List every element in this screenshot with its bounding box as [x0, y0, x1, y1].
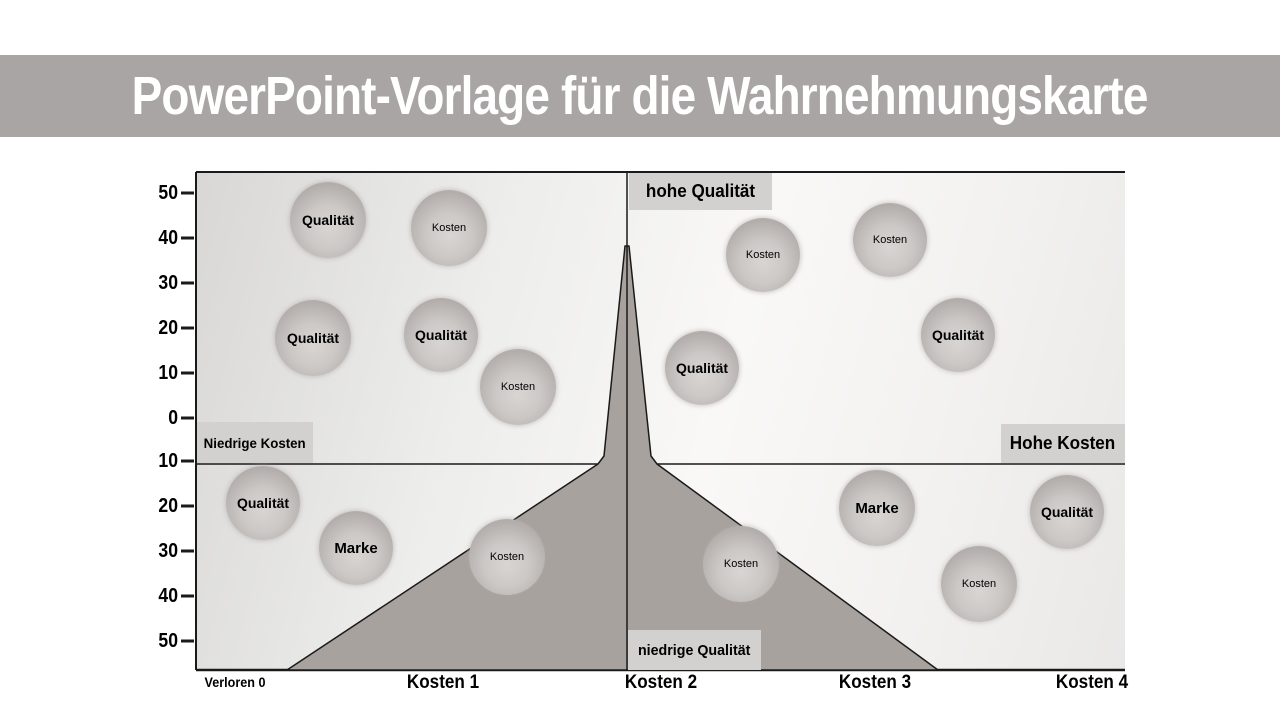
bubble-kosten: Kosten [853, 203, 927, 277]
bubble-qualitaet: Qualität [275, 300, 351, 376]
bubble-kosten: Kosten [703, 526, 779, 602]
quadrant-label-box: niedrige Qualität [628, 630, 761, 670]
y-axis-label: 50 [158, 630, 178, 652]
bubble-label: Qualität [236, 495, 290, 511]
bubble-qualitaet: Qualität [226, 466, 300, 540]
y-axis-label: 40 [158, 585, 178, 607]
bubble-qualitaet: Qualität [1030, 475, 1104, 549]
title-banner: PowerPoint-Vorlage für die Wahrnehmungsk… [0, 55, 1280, 137]
quadrant-label-text: hohe Qualität [645, 181, 756, 201]
quadrant-label-text: Niedrige Kosten [203, 434, 306, 451]
bubble-label: Kosten [431, 222, 467, 234]
y-axis-label: 20 [158, 317, 178, 339]
bubble-label: Kosten [872, 234, 908, 246]
y-axis-label: 10 [158, 450, 178, 472]
y-axis-label: 30 [158, 540, 178, 562]
quadrant-label-box: hohe Qualität [629, 173, 772, 210]
bubble-kosten: Kosten [726, 218, 800, 292]
bubble-label: Qualität [286, 330, 340, 346]
y-axis-label: 30 [158, 272, 178, 294]
quadrant-label-text: Hohe Kosten [1010, 433, 1116, 453]
bubble-label: Qualität [675, 360, 729, 376]
bubble-label: Qualität [931, 327, 985, 343]
x-axis-label: Kosten 2 [624, 672, 698, 693]
x-axis-label: Verloren 0 [204, 674, 266, 690]
bubble-qualitaet: Qualität [290, 182, 366, 258]
bubble-label: Kosten [723, 558, 759, 570]
bubble-kosten: Kosten [469, 519, 545, 595]
bubble-label: Kosten [500, 381, 536, 393]
quadrant-label-box: Hohe Kosten [1001, 424, 1125, 463]
x-axis-label: Kosten 3 [838, 672, 912, 693]
bubble-qualitaet: Qualität [404, 298, 478, 372]
bubble-label: Kosten [489, 551, 525, 563]
bubble-label: Marke [855, 499, 899, 517]
bubble-label: Kosten [961, 578, 997, 590]
bubble-label: Marke [334, 539, 378, 557]
y-axis-label: 50 [158, 182, 178, 204]
bubble-kosten: Kosten [411, 190, 487, 266]
bubble-marke: Marke [319, 511, 393, 585]
quadrant-label-text: niedrige Qualität [638, 641, 751, 659]
bubble-label: Qualität [414, 327, 468, 343]
bubble-kosten: Kosten [941, 546, 1017, 622]
y-axis-label: 20 [158, 495, 178, 517]
bubble-label: Qualität [1040, 504, 1094, 520]
page-title: PowerPoint-Vorlage für die Wahrnehmungsk… [132, 66, 1149, 126]
quadrant-label-box: Niedrige Kosten [197, 422, 313, 463]
bubble-marke: Marke [839, 470, 915, 546]
bubble-label: Qualität [301, 212, 355, 228]
y-axis-label: 40 [158, 227, 178, 249]
x-axis-label: Kosten 4 [1055, 672, 1129, 693]
x-axis-label: Kosten 1 [406, 672, 480, 693]
bubble-qualitaet: Qualität [921, 298, 995, 372]
mountain-shape [286, 245, 939, 671]
bubble-qualitaet: Qualität [665, 331, 739, 405]
bubble-kosten: Kosten [480, 349, 556, 425]
y-axis-label: 0 [168, 407, 178, 429]
y-axis-label: 10 [158, 362, 178, 384]
bubble-label: Kosten [745, 249, 781, 261]
